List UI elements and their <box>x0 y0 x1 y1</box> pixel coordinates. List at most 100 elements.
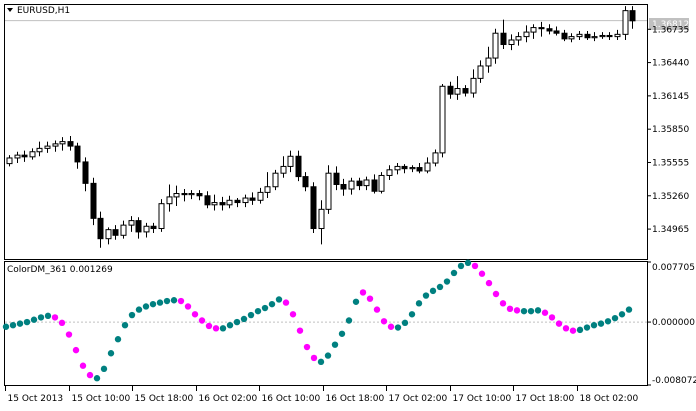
candle-bear <box>356 180 363 187</box>
indicator-dot-up <box>128 311 136 319</box>
candle-bull <box>257 191 264 201</box>
indicator-dot-up <box>415 300 423 307</box>
candle-bull <box>143 225 150 233</box>
indicator-dot-up <box>254 307 262 315</box>
indicator-dot-down <box>198 317 206 324</box>
indicator-dot-up <box>100 365 108 373</box>
indicator-dot-up <box>219 325 227 332</box>
indicator-dot-down <box>296 327 304 334</box>
indicator-dot-down <box>387 323 395 330</box>
time-tick-label: 17 Oct 10:00 <box>453 394 512 404</box>
indicator-dot-up <box>590 321 598 329</box>
candle-bear <box>302 176 309 188</box>
indicator-dot-up <box>142 303 150 310</box>
indicator-axis[interactable]: 0.007705 0.000000 -0.008072 <box>647 261 696 386</box>
candle-bull <box>120 224 127 236</box>
indicator-dot-down <box>303 343 311 351</box>
candle-bull <box>287 155 294 167</box>
time-tick-label: 15 Oct 10:00 <box>72 394 131 404</box>
indicator-dot-up <box>401 319 409 327</box>
indicator-dot-down <box>485 279 493 287</box>
candle-bull <box>105 229 112 240</box>
indicator-dot-down <box>79 362 87 369</box>
indicator-dot-down <box>51 314 59 321</box>
price-tick-label: 1.35850 <box>652 125 689 135</box>
candle-bear <box>401 165 408 170</box>
candle-bull <box>515 36 522 41</box>
indicator-dot-down <box>373 306 381 313</box>
time-axis[interactable]: 15 Oct 2013 15 Oct 10:00 15 Oct 18:00 16 Oc… <box>5 386 639 404</box>
indicator-dot-up <box>114 336 122 343</box>
candle-bear <box>333 172 340 185</box>
candle-bull <box>409 167 416 170</box>
indicator-tick-label: 0.000000 <box>652 318 695 328</box>
candle-bull <box>59 141 66 145</box>
indicator-tick-label: 0.007705 <box>652 263 695 273</box>
candle-bull <box>424 162 431 172</box>
price-axis[interactable]: 1.36735 1.36440 1.36145 1.35850 1.35555 1.352… <box>647 25 689 235</box>
candle-bear <box>74 145 81 163</box>
candle-bull <box>492 32 499 59</box>
indicator-dot-up <box>464 259 472 267</box>
candle-bull <box>36 147 43 153</box>
candle-bull <box>272 172 279 188</box>
candle-bear <box>150 225 157 230</box>
candle-bull <box>211 202 218 206</box>
candle-bull <box>158 203 165 230</box>
candle-bear <box>584 33 591 39</box>
candle-bear <box>219 202 226 206</box>
indicator-dot-up <box>457 262 465 270</box>
candle-bear <box>82 161 89 184</box>
indicator-dot-up <box>597 320 605 327</box>
time-tick-label: 17 Oct 18:00 <box>516 394 575 404</box>
candle-bear <box>546 28 553 32</box>
indicator-dot-up <box>527 307 535 315</box>
candle-bull <box>477 65 484 79</box>
indicator-dot-down <box>541 309 549 316</box>
indicator-dot-down <box>177 297 185 305</box>
candle-bull <box>622 10 629 35</box>
candle-bear <box>462 88 469 94</box>
chart-menu-triangle-icon[interactable] <box>7 8 13 12</box>
candle-bear <box>416 167 423 172</box>
indicator-dot-up <box>30 316 38 323</box>
candle-bull <box>173 193 180 198</box>
indicator-pane-title: ColorDM_361 0.001269 <box>7 265 113 275</box>
candle-bear <box>500 32 507 46</box>
candle-bear <box>67 141 74 147</box>
indicator-dot-down <box>86 371 94 379</box>
indicator-dot-up <box>37 314 45 321</box>
candle-bull <box>576 33 583 38</box>
candles-group <box>6 6 636 248</box>
candle-bull <box>599 34 606 38</box>
indicator-dot-up <box>611 314 619 322</box>
indicator-dot-up <box>226 321 234 329</box>
candle-bear <box>112 229 119 236</box>
time-tick-label: 15 Oct 18:00 <box>135 394 194 404</box>
price-tick-label: 1.36145 <box>652 92 689 102</box>
indicator-dot-up <box>604 318 612 325</box>
candle-bear <box>340 183 347 190</box>
indicator-dot-up <box>408 311 416 318</box>
current-price-label: 1.36812 <box>652 20 689 30</box>
indicator-dot-down <box>212 325 220 332</box>
candle-bear <box>606 34 613 38</box>
indicator-dot-down <box>471 262 479 270</box>
candle-bull <box>29 151 36 158</box>
indicator-dot-up <box>240 315 248 323</box>
candle-bull <box>44 145 51 149</box>
indicator-dot-up <box>450 269 458 277</box>
indicator-dot-up <box>93 375 101 382</box>
candle-bull <box>568 36 575 40</box>
indicator-dot-down <box>555 320 563 327</box>
main-pane-frame <box>4 4 648 260</box>
price-tick-label: 1.34965 <box>652 225 689 235</box>
candle-bear <box>204 195 211 206</box>
candle-bear <box>538 27 545 30</box>
candle-bear <box>310 186 317 230</box>
candle-bull <box>454 88 461 95</box>
indicator-dot-up <box>261 304 269 312</box>
indicator-dot-down <box>72 346 80 354</box>
